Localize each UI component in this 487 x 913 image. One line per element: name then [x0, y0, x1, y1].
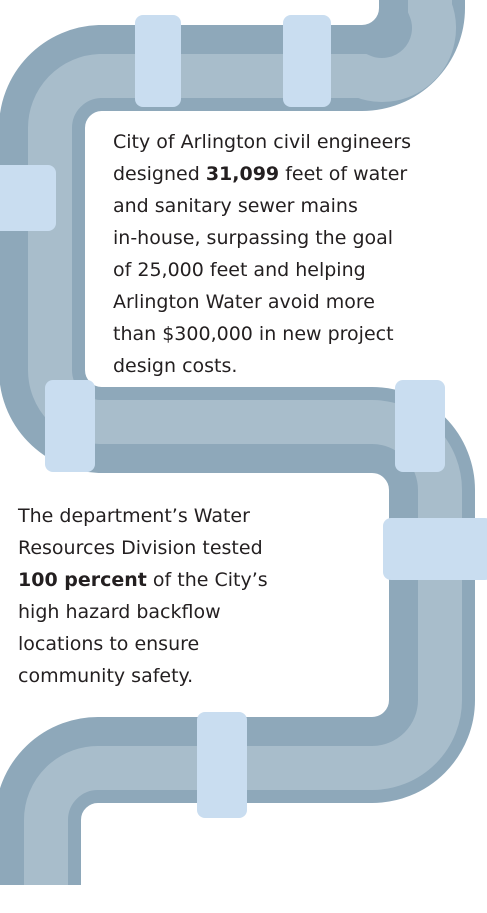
- connector: [197, 712, 247, 818]
- text-run: Resources Division tested: [18, 537, 263, 559]
- infographic: City of Arlington civil engineers designe…: [0, 0, 487, 913]
- connector: [395, 380, 445, 472]
- connector: [383, 518, 487, 580]
- text-run: Arlington Water avoid more: [113, 291, 375, 313]
- text-run: and sanitary sewer mains: [113, 195, 358, 217]
- text-run: in-house, surpassing the goal: [113, 227, 393, 249]
- connector: [45, 380, 95, 472]
- text-run: locations to ensure: [18, 633, 199, 655]
- connector: [0, 165, 56, 231]
- text-run: community safety.: [18, 665, 193, 687]
- text-run: feet of water: [279, 163, 407, 185]
- text-run: than $300,000 in new project: [113, 323, 394, 345]
- text-run: high hazard backflow: [18, 601, 221, 623]
- highlight-text: 31,099: [206, 163, 279, 185]
- text-run: City of Arlington civil engineers: [113, 131, 411, 153]
- text-run: design costs.: [113, 355, 237, 377]
- text-run: designed: [113, 163, 206, 185]
- text-run: of the City’s: [147, 569, 268, 591]
- text-run: The department’s Water: [17, 505, 250, 527]
- highlight-text: 100 percent: [18, 569, 147, 591]
- paragraph: City of Arlington civil engineers designe…: [113, 131, 411, 377]
- text-run: of 25,000 feet and helping: [113, 259, 366, 281]
- paragraph: The department’s Water Resources Division…: [17, 505, 268, 687]
- connector: [283, 15, 331, 107]
- connector: [135, 15, 181, 107]
